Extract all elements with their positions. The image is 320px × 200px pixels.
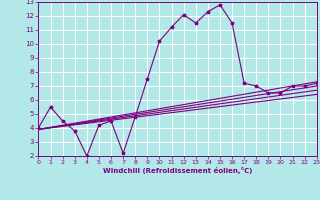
X-axis label: Windchill (Refroidissement éolien,°C): Windchill (Refroidissement éolien,°C)	[103, 167, 252, 174]
